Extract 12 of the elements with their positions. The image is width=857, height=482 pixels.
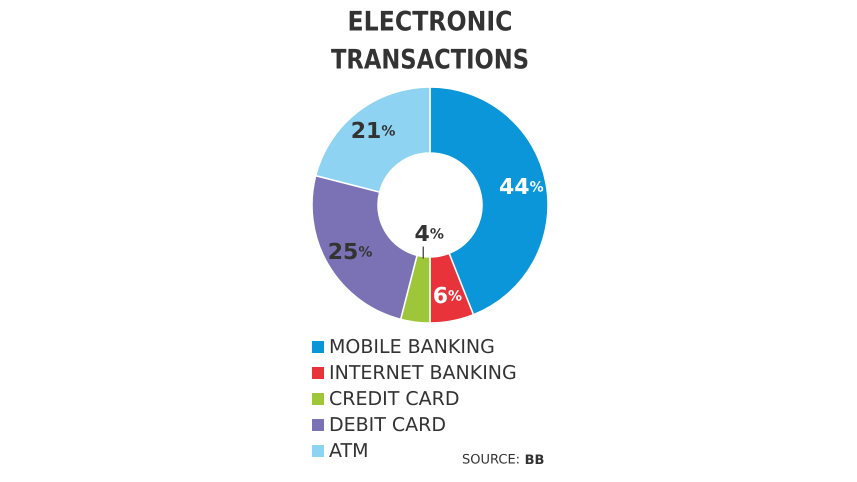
data-label: 44% [498,175,544,200]
data-label: 25% [328,240,372,265]
legend-label: MOBILE BANKING [329,336,495,358]
data-label: 21% [350,119,396,144]
legend-label: INTERNET BANKING [329,362,517,384]
data-label: 6% [432,284,462,309]
legend-label: CREDIT CARD [329,388,460,410]
legend-label: ATM [329,440,369,462]
source-note: SOURCE: BB [462,452,544,468]
chart-title: ELECTRONIC TRANSACTIONS [331,6,544,76]
legend-label: DEBIT CARD [329,414,446,436]
data-label: 4% [414,222,444,248]
